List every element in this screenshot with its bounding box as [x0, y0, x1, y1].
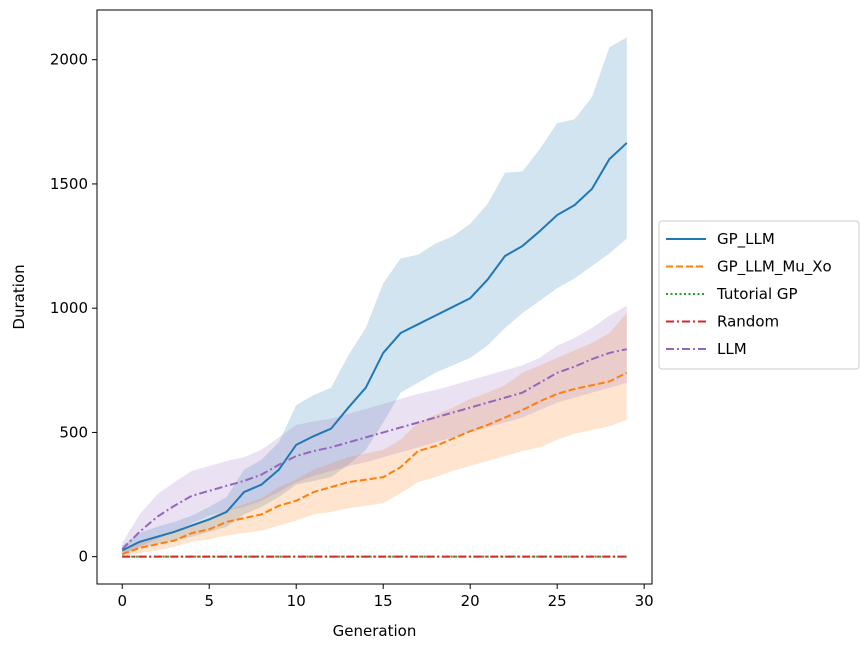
x-tick-label: 30 — [635, 592, 654, 610]
legend-label-gp-llm-mu-xo: GP_LLM_Mu_Xo — [717, 258, 832, 277]
x-axis-ticks: 0 5 10 15 20 25 30 — [117, 584, 654, 610]
y-tick-label: 1000 — [50, 299, 88, 317]
x-tick-label: 0 — [117, 592, 127, 610]
y-tick-label: 2000 — [50, 51, 88, 69]
x-tick-label: 15 — [374, 592, 393, 610]
legend: GP_LLM GP_LLM_Mu_Xo Tutorial GP Random LLM — [658, 220, 860, 370]
band-llm — [122, 305, 627, 555]
y-tick-label: 1500 — [50, 175, 88, 193]
legend-label-gp-llm: GP_LLM — [717, 230, 775, 249]
y-axis-label: Duration — [10, 264, 28, 329]
x-axis-label: Generation — [333, 622, 417, 640]
x-tick-label: 5 — [204, 592, 214, 610]
y-tick-label: 0 — [78, 548, 88, 566]
legend-box — [658, 220, 860, 370]
x-tick-label: 20 — [461, 592, 480, 610]
y-axis-ticks: 0 500 1000 1500 2000 — [50, 51, 97, 566]
plot-area-frame — [96, 9, 653, 585]
x-tick-label: 25 — [548, 592, 567, 610]
x-tick-label: 10 — [287, 592, 306, 610]
y-tick-label: 500 — [59, 423, 88, 441]
legend-label-random: Random — [717, 313, 779, 331]
legend-label-tutorial-gp: Tutorial GP — [716, 285, 798, 303]
legend-label-llm: LLM — [717, 340, 747, 358]
series-lines — [121, 142, 628, 558]
band-gp-llm — [122, 37, 627, 556]
line-llm — [121, 348, 627, 550]
line-gp-llm-mu-xo — [121, 371, 628, 556]
line-gp-llm — [121, 142, 628, 552]
